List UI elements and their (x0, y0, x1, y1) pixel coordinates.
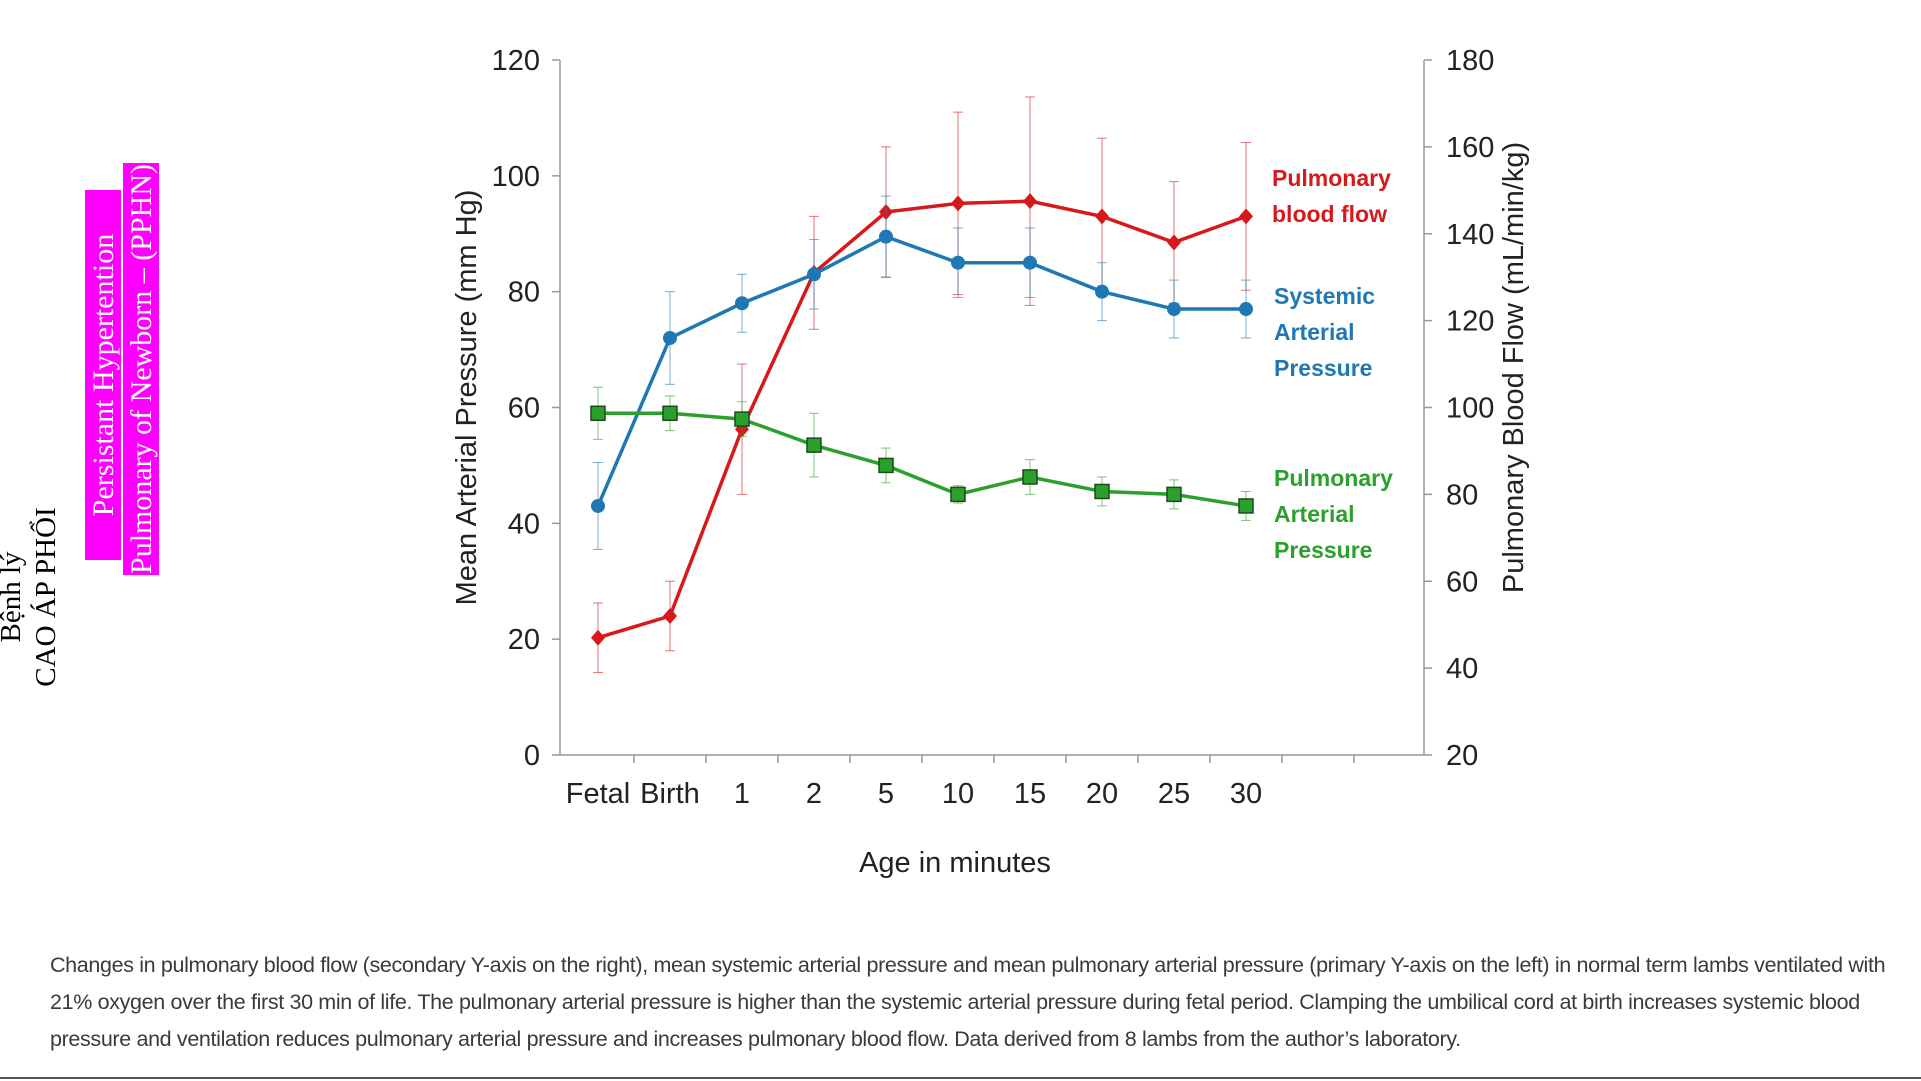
data-point (807, 267, 821, 282)
series-label: blood flow (1272, 201, 1387, 227)
x-tick-label: 10 (942, 778, 974, 810)
data-point (735, 296, 749, 311)
data-point (1239, 208, 1253, 225)
series-0 (591, 96, 1253, 673)
data-point (1023, 193, 1037, 210)
right-tick-label: 140 (1446, 219, 1494, 251)
side-title-line4: Pulmonary of Newborn – (PPHN) (125, 164, 158, 574)
x-tick-label: 5 (878, 778, 894, 810)
data-point (1095, 208, 1109, 225)
side-title-rotated: Bệnh lý CAO ÁP PHỔI Persistant Hypertent… (0, 163, 159, 687)
data-point (1167, 234, 1181, 251)
data-point (1238, 498, 1254, 514)
series-2 (590, 386, 1254, 521)
data-point (1239, 302, 1253, 317)
right-tick-label: 40 (1446, 653, 1478, 685)
x-tick-label: Fetal (566, 778, 630, 810)
series-line (598, 411, 1247, 508)
side-title: Bệnh lý CAO ÁP PHỔI Persistant Hypertent… (0, 160, 240, 687)
data-point (806, 437, 822, 453)
series-label: Pulmonary (1272, 165, 1391, 191)
right-tick-label: 80 (1446, 479, 1478, 511)
bottom-rule (0, 1077, 1921, 1079)
data-point (590, 405, 606, 422)
data-point (878, 457, 894, 474)
left-tick-label: 120 (492, 45, 540, 77)
chart: 02040608010012020406080100120140160180Fe… (451, 45, 1530, 879)
left-tick-label: 0 (524, 740, 540, 772)
right-tick-label: 180 (1446, 45, 1494, 77)
figure-caption: Changes in pulmonary blood flow (seconda… (50, 953, 1886, 1051)
right-tick-label: 20 (1446, 740, 1478, 772)
data-point (1167, 302, 1181, 317)
data-point (1022, 469, 1038, 485)
series-layer (590, 96, 1254, 673)
highlight-bar-1 (85, 190, 121, 560)
series-label: Pulmonary (1274, 465, 1393, 491)
labels-layer: Pulmonary blood flow Systemic Arterial Press… (1272, 165, 1393, 563)
data-point (951, 195, 965, 212)
series-label: Systemic (1274, 283, 1375, 309)
side-title-line2: CAO ÁP PHỔI (28, 507, 62, 686)
data-point (591, 629, 605, 646)
data-point (662, 405, 678, 422)
highlight-bar-2 (123, 163, 159, 575)
left-tick-label: 40 (508, 508, 540, 540)
x-tick-label: Birth (640, 778, 700, 810)
data-point (1095, 284, 1109, 299)
data-point (950, 486, 966, 503)
x-tick-label: 25 (1158, 778, 1190, 810)
left-tick-label: 100 (492, 161, 540, 193)
left-tick-label: 60 (508, 393, 540, 425)
data-point (591, 498, 605, 513)
data-point (734, 411, 750, 427)
series-label: Arterial (1274, 501, 1355, 527)
right-tick-label: 120 (1446, 306, 1494, 338)
data-point (663, 331, 677, 345)
series-line (597, 199, 1247, 640)
x-tick-label: 1 (734, 778, 750, 810)
series-label: Pressure (1274, 355, 1372, 381)
series-label: Arterial (1274, 319, 1355, 345)
x-tick-label: 2 (806, 778, 822, 810)
data-point (663, 608, 677, 624)
left-tick-label: 80 (508, 277, 540, 309)
right-tick-label: 100 (1446, 393, 1494, 425)
data-point (879, 229, 893, 244)
side-title-line3: Persistant Hypertention (87, 234, 120, 516)
x-axis-title: Age in minutes (859, 847, 1051, 879)
data-point (1023, 255, 1037, 270)
left-tick-label: 20 (508, 624, 540, 656)
axes: 02040608010012020406080100120140160180Fe… (451, 45, 1530, 879)
left-axis-title: Mean Arterial Pressure (mm Hg) (451, 190, 483, 606)
series-label: Pressure (1274, 537, 1372, 563)
right-axis-title: Pulmonary Blood Flow (mL/min/kg) (1498, 142, 1530, 593)
x-tick-label: 15 (1014, 778, 1046, 810)
series-1 (591, 195, 1253, 550)
data-point (1166, 486, 1182, 503)
x-tick-label: 30 (1230, 778, 1262, 810)
data-point (951, 255, 965, 270)
series-line (596, 234, 1246, 507)
side-title-line1: Bệnh lý (0, 551, 27, 643)
right-tick-label: 60 (1446, 566, 1478, 598)
data-point (1094, 483, 1110, 500)
right-tick-label: 160 (1446, 132, 1494, 164)
x-tick-label: 20 (1086, 778, 1118, 810)
